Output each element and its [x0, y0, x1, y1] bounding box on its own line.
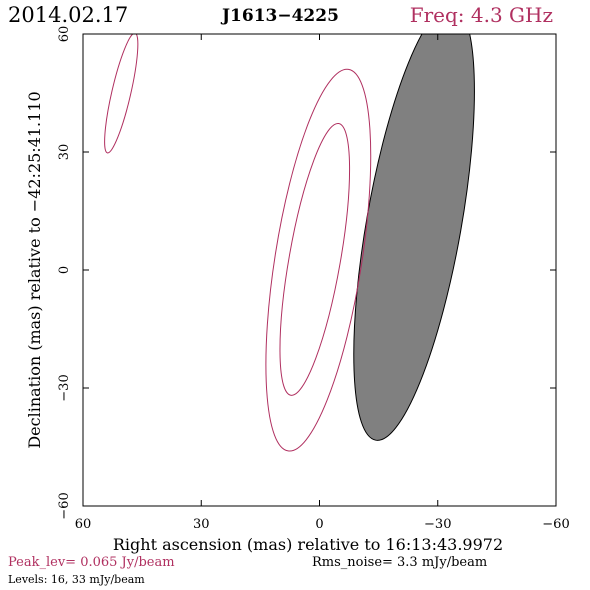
frequency-label: Freq: 4.3 GHz — [410, 3, 553, 27]
x-tick-label: −60 — [542, 517, 569, 532]
source-inner-contour — [279, 122, 351, 396]
y-tick-label: 60 — [57, 26, 72, 43]
peak-level: Peak_lev= 0.065 Jy/beam — [8, 555, 175, 570]
plot-frame — [82, 33, 557, 507]
contour-levels: Levels: 16, 33 mJy/beam — [8, 573, 145, 586]
x-tick-label: 30 — [193, 517, 210, 532]
source-outer-contour — [265, 68, 372, 452]
x-tick-label: 60 — [75, 517, 92, 532]
observation-date: 2014.02.17 — [8, 3, 128, 27]
plot-area — [104, 34, 475, 452]
corner-contour — [104, 34, 139, 154]
y-axis-label: Declination (mas) relative to −42:25:41.… — [25, 91, 44, 448]
x-tick-label: −30 — [424, 517, 451, 532]
x-tick-label: 0 — [315, 517, 323, 532]
y-tick-label: −60 — [57, 492, 72, 519]
y-tick-label: −30 — [57, 374, 72, 401]
beam-ellipse — [353, 34, 475, 441]
x-axis-label: Right ascension (mas) relative to 16:13:… — [113, 535, 503, 554]
rms-noise: Rms_noise= 3.3 mJy/beam — [312, 555, 487, 570]
y-tick-label: 0 — [57, 266, 72, 274]
axis-ticks: 60 30 0 −30 −60 −60 −30 0 30 60 — [57, 26, 570, 532]
y-tick-label: 30 — [57, 144, 72, 161]
source-name: J1613−4225 — [220, 6, 339, 26]
